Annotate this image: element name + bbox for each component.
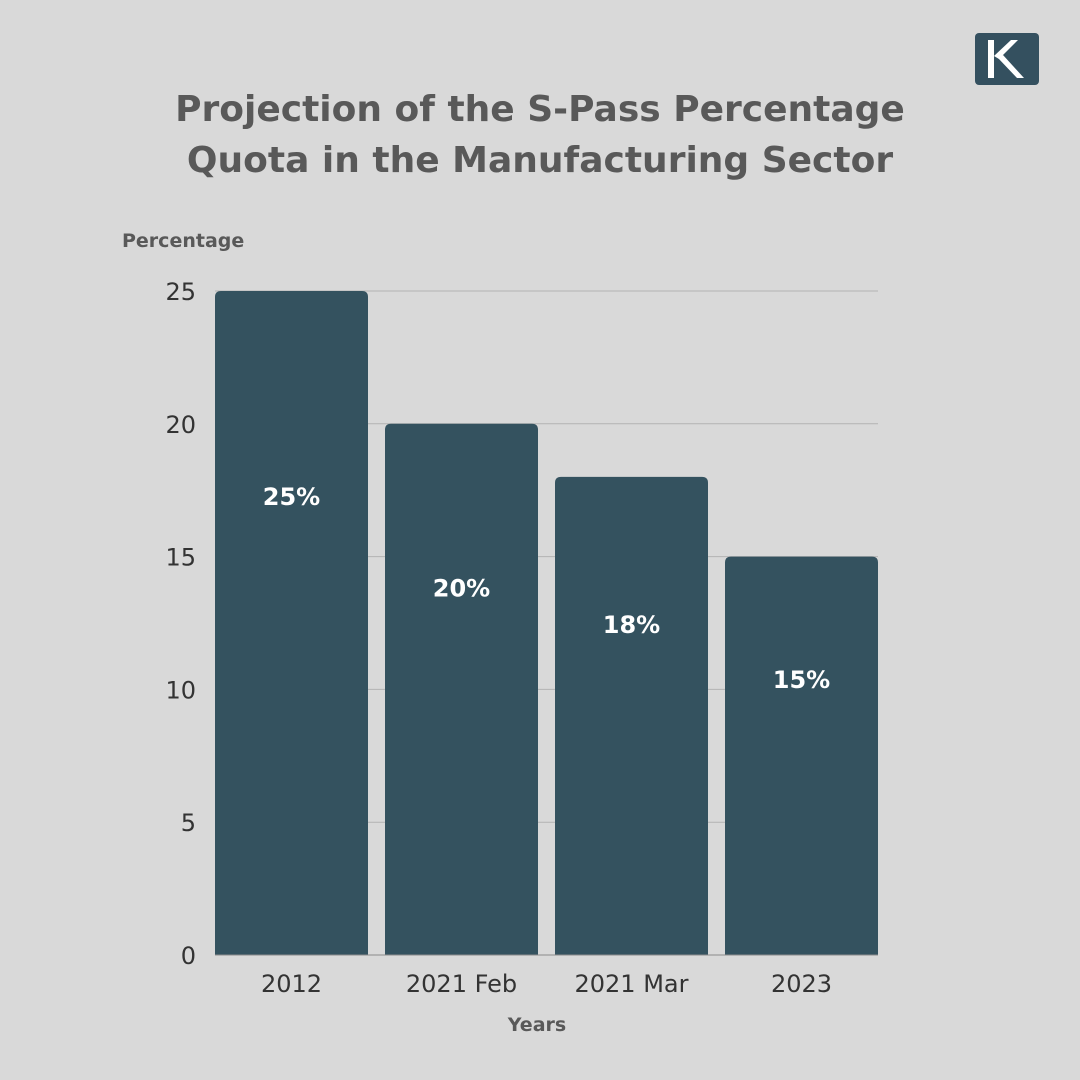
y-tick-label-15: 15 bbox=[165, 544, 196, 572]
data-label-2023: 15% bbox=[773, 666, 830, 694]
x-tick-label-2021-mar: 2021 Mar bbox=[575, 970, 689, 998]
data-label-2021-mar: 18% bbox=[603, 611, 660, 639]
chart-title-line-1: Projection of the S-Pass Percentage bbox=[175, 89, 905, 130]
y-tick-label-5: 5 bbox=[181, 809, 196, 837]
chart-title: Projection of the S-Pass Percentage Quot… bbox=[0, 84, 1080, 186]
y-tick-label-0: 0 bbox=[181, 942, 196, 970]
brand-logo bbox=[975, 33, 1039, 85]
x-tick-label-2012: 2012 bbox=[261, 970, 322, 998]
bar-2012 bbox=[215, 291, 368, 955]
y-tick-label-10: 10 bbox=[165, 676, 196, 704]
bar-2021-feb bbox=[385, 423, 538, 955]
k-logo-icon bbox=[988, 40, 1024, 78]
x-tick-label-2023: 2023 bbox=[771, 970, 832, 998]
data-label-2021-feb: 20% bbox=[433, 574, 490, 602]
bar-2023 bbox=[725, 556, 878, 955]
y-tick-label-25: 25 bbox=[165, 278, 196, 306]
x-tick-label-2021-feb: 2021 Feb bbox=[406, 970, 517, 998]
x-axis-label: Years bbox=[507, 1014, 567, 1036]
chart-title-line-2: Quota in the Manufacturing Sector bbox=[186, 140, 894, 181]
y-tick-label-20: 20 bbox=[165, 411, 196, 439]
data-label-2012: 25% bbox=[263, 483, 320, 511]
bar-2021-mar bbox=[555, 476, 708, 955]
y-axis-label: Percentage bbox=[122, 230, 245, 252]
